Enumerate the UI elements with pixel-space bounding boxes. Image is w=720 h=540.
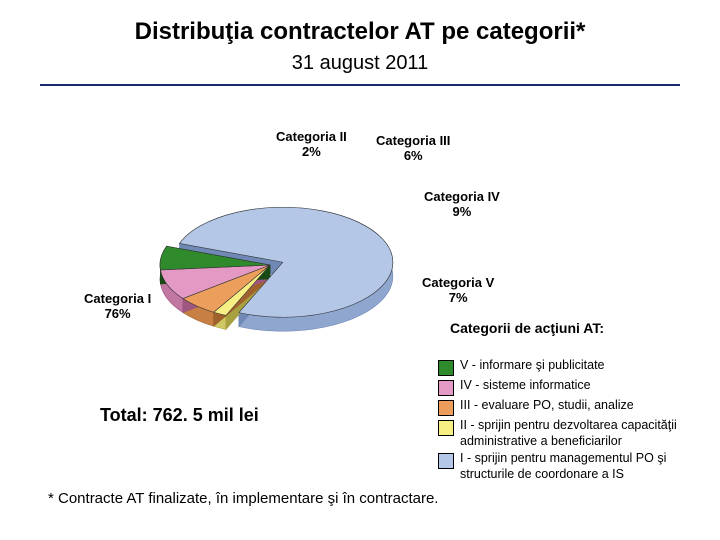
page-subtitle: 31 august 2011: [0, 52, 720, 75]
legend-text: II - sprijin pentru dezvoltarea capacită…: [460, 418, 708, 449]
slice-value-II: 2%: [276, 144, 347, 159]
slice-label-IV: Categoria IV 9%: [424, 189, 500, 219]
slice-label-III: Categoria III 6%: [376, 133, 450, 163]
legend-swatch: [438, 420, 454, 436]
legend-row: I - sprijin pentru managementul PO şi st…: [438, 451, 708, 482]
divider: [40, 84, 680, 86]
legend-text: III - evaluare PO, studii, analize: [460, 398, 634, 414]
legend-title: Categorii de acţiuni AT:: [450, 320, 604, 336]
total-text: Total: 762. 5 mil lei: [100, 405, 259, 426]
slice-title-V: Categoria V: [422, 275, 494, 290]
pie-svg: [80, 125, 460, 385]
pie-chart: Categoria I 76% Categoria II 2% Categori…: [80, 125, 460, 385]
slice-value-III: 6%: [376, 148, 450, 163]
legend-swatch: [438, 360, 454, 376]
legend-row: II - sprijin pentru dezvoltarea capacită…: [438, 418, 708, 449]
legend-row: V - informare şi publicitate: [438, 358, 708, 376]
slice-value-I: 76%: [84, 306, 151, 321]
legend-row: IV - sisteme informatice: [438, 378, 708, 396]
page: Distribuţia contractelor AT pe categorii…: [0, 0, 720, 540]
slice-title-III: Categoria III: [376, 133, 450, 148]
slice-label-V: Categoria V 7%: [422, 275, 494, 305]
page-title: Distribuţia contractelor AT pe categorii…: [0, 18, 720, 46]
slice-title-IV: Categoria IV: [424, 189, 500, 204]
legend-swatch: [438, 400, 454, 416]
legend-text: I - sprijin pentru managementul PO şi st…: [460, 451, 708, 482]
slice-title-II: Categoria II: [276, 129, 347, 144]
slice-label-I: Categoria I 76%: [84, 291, 151, 321]
footnote: * Contracte AT finalizate, în implementa…: [48, 490, 438, 507]
legend-text: V - informare şi publicitate: [460, 358, 605, 374]
slice-value-V: 7%: [422, 290, 494, 305]
slice-label-II: Categoria II 2%: [276, 129, 347, 159]
legend-row: III - evaluare PO, studii, analize: [438, 398, 708, 416]
legend-text: IV - sisteme informatice: [460, 378, 591, 394]
legend: V - informare şi publicitate IV - sisteme…: [438, 358, 708, 485]
slice-title-I: Categoria I: [84, 291, 151, 306]
slice-value-IV: 9%: [424, 204, 500, 219]
legend-swatch: [438, 453, 454, 469]
legend-swatch: [438, 380, 454, 396]
